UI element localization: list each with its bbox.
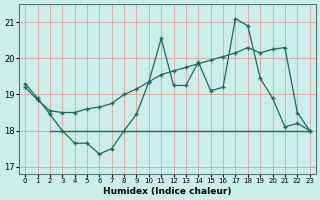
X-axis label: Humidex (Indice chaleur): Humidex (Indice chaleur) (103, 187, 232, 196)
